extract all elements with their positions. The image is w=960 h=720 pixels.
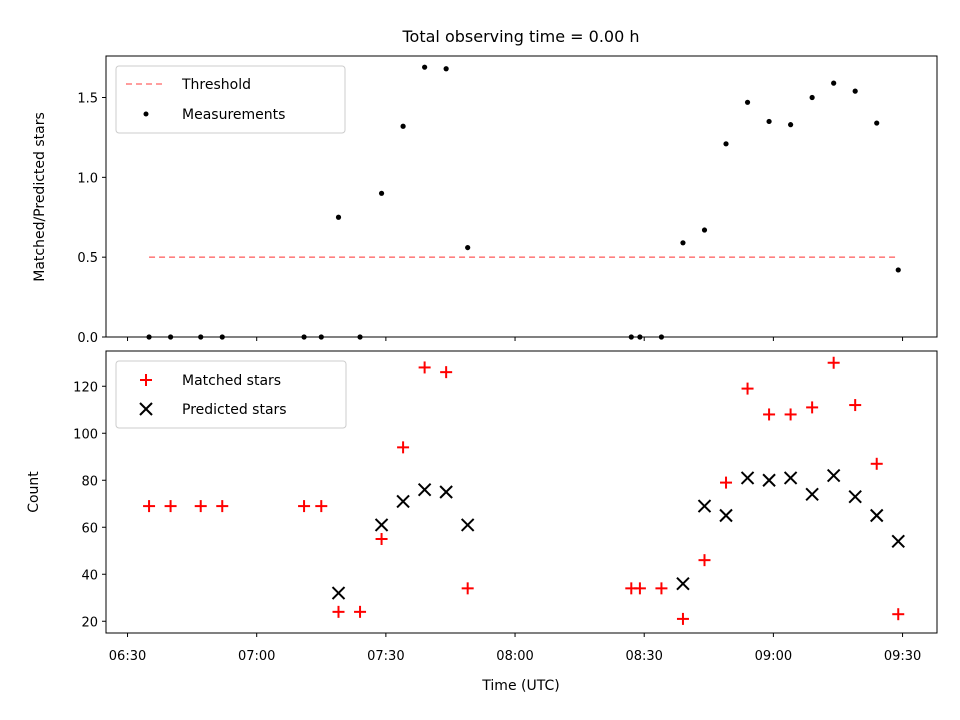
measurement-point <box>788 122 794 128</box>
x-tick-label: 08:00 <box>496 649 533 664</box>
matched-point <box>216 500 229 513</box>
y-tick-label: 1.0 <box>77 171 98 186</box>
bottom-y-axis-label: Count <box>26 471 42 513</box>
top-marks: 0.0 0.5 1.0 1.5 <box>77 64 904 346</box>
bottom-marks: 20 40 60 80 100 120 06:30 07:00 07:30 08:00 08:30 0… <box>73 356 921 664</box>
measurement-point <box>400 123 406 129</box>
measurement-point <box>680 240 686 246</box>
y-tick-label: 80 <box>81 474 98 489</box>
predicted-point <box>740 471 755 485</box>
bottom-axes-frame <box>105 350 938 634</box>
measurement-point <box>744 99 751 105</box>
legend-measurements-swatch <box>143 111 149 117</box>
matched-point <box>655 582 668 595</box>
predicted-point <box>460 518 475 532</box>
matched-point <box>849 399 862 412</box>
legend-matched-label: Matched stars <box>182 373 281 389</box>
measurement-point <box>809 94 815 101</box>
x-tick-label: 09:00 <box>755 649 792 664</box>
top-legend: Threshold Measurements <box>115 65 346 134</box>
matched-point <box>720 476 733 489</box>
predicted-point <box>805 487 819 502</box>
y-tick-label: 120 <box>73 380 98 395</box>
matched-point <box>332 605 345 618</box>
matched-point <box>763 408 776 421</box>
predicted-point <box>848 489 862 504</box>
predicted-point <box>870 508 884 523</box>
measurement-point <box>465 244 471 251</box>
legend-threshold-label: Threshold <box>181 77 251 93</box>
matched-point <box>698 554 711 567</box>
matched-point <box>461 582 474 595</box>
measurement-point <box>766 118 772 125</box>
matched-point <box>375 533 388 545</box>
bottom-panel: 20 40 60 80 100 120 06:30 07:00 07:30 08:00 08:30 0… <box>26 350 938 694</box>
matched-point <box>397 441 410 454</box>
matched-point <box>633 582 646 595</box>
legend-matched-swatch <box>140 374 152 386</box>
predicted-point <box>331 586 346 600</box>
top-legend-box <box>115 65 346 134</box>
matched-point <box>870 457 883 470</box>
top-y-axis-label: Matched/Predicted stars <box>32 112 48 282</box>
matched-point <box>164 500 177 513</box>
top-axes-frame <box>105 55 938 338</box>
measurement-point <box>723 141 729 147</box>
x-tick-label: 07:00 <box>238 649 275 664</box>
measurement-point <box>874 120 880 126</box>
predicted-point <box>762 473 776 487</box>
y-tick-label: 1.5 <box>77 92 98 107</box>
x-axis-label: Time (UTC) <box>481 678 559 694</box>
predicted-point <box>417 482 432 497</box>
matched-point <box>827 356 840 369</box>
measurement-point <box>701 227 708 233</box>
matched-point <box>892 608 905 621</box>
matched-point <box>440 366 453 379</box>
matched-point <box>418 361 431 374</box>
predicted-point <box>396 494 410 509</box>
measurement-point <box>378 190 385 196</box>
predicted-point <box>697 499 712 513</box>
top-title: Total observing time = 0.00 h <box>401 27 639 46</box>
y-tick-label: 20 <box>81 615 98 630</box>
y-tick-label: 40 <box>81 568 98 583</box>
predicted-point <box>676 576 690 591</box>
matched-point <box>741 382 754 395</box>
y-tick-label: 0.0 <box>77 331 98 346</box>
x-tick-label: 09:30 <box>884 649 921 664</box>
predicted-point <box>891 534 905 549</box>
predicted-point <box>783 471 798 485</box>
predicted-point <box>439 485 453 499</box>
measurement-point <box>852 88 858 94</box>
matched-point <box>298 500 311 513</box>
legend-predicted-label: Predicted stars <box>182 402 287 418</box>
x-tick-label: 08:30 <box>625 649 662 664</box>
measurement-point <box>335 214 342 220</box>
measurement-point <box>422 64 428 70</box>
measurement-point <box>443 66 449 72</box>
matched-point <box>676 612 689 625</box>
y-tick-label: 100 <box>73 427 98 442</box>
top-panel: Total observing time = 0.00 h 0.0 0.5 1.0 1… <box>32 27 938 346</box>
predicted-point <box>826 468 841 483</box>
matched-point <box>315 500 328 513</box>
matched-point <box>784 408 797 421</box>
y-tick-label: 60 <box>81 521 98 536</box>
legend-predicted-swatch <box>139 402 153 416</box>
bottom-legend-box <box>115 360 347 429</box>
matched-point <box>143 500 156 513</box>
predicted-point <box>374 518 389 532</box>
bottom-legend: Matched stars Predicted stars <box>115 360 347 429</box>
x-tick-label: 07:30 <box>367 649 404 664</box>
matched-point <box>194 500 207 513</box>
measurement-point <box>895 267 901 273</box>
y-tick-label: 0.5 <box>77 251 98 266</box>
matched-point <box>806 401 819 414</box>
measurement-point <box>831 80 837 86</box>
predicted-point <box>719 508 733 523</box>
matched-point <box>354 605 367 618</box>
legend-measurements-label: Measurements <box>182 107 285 123</box>
x-tick-label: 06:30 <box>109 649 146 664</box>
